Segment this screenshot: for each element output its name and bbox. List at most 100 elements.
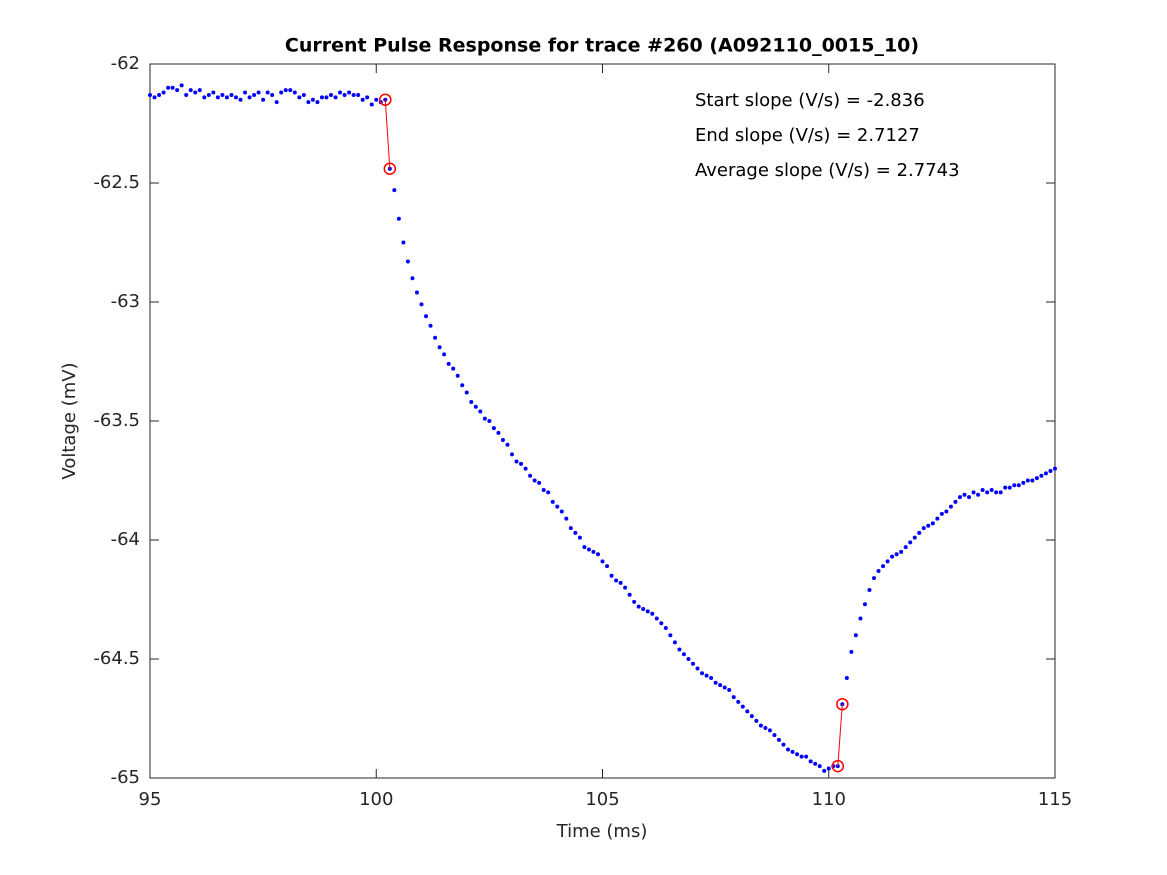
data-point xyxy=(722,685,727,690)
data-point xyxy=(338,90,343,95)
data-point xyxy=(478,409,483,414)
data-point xyxy=(745,709,750,714)
data-point xyxy=(564,516,569,521)
data-point xyxy=(948,504,953,509)
data-point xyxy=(944,509,949,514)
data-point xyxy=(799,754,804,759)
data-point xyxy=(605,564,610,569)
data-point xyxy=(577,535,582,540)
data-point xyxy=(627,592,632,597)
data-point xyxy=(1025,478,1030,483)
data-point xyxy=(853,633,858,638)
data-point xyxy=(437,345,442,350)
data-point xyxy=(301,92,306,97)
marker-circle xyxy=(836,697,849,711)
data-point xyxy=(962,492,967,497)
data-point xyxy=(568,526,573,531)
data-point xyxy=(713,680,718,685)
x-tick-label: 95 xyxy=(139,789,162,810)
data-point xyxy=(424,314,429,319)
data-point xyxy=(758,723,763,728)
data-point xyxy=(274,100,279,105)
data-point xyxy=(170,85,175,90)
data-point xyxy=(1048,468,1053,473)
data-point xyxy=(206,92,211,97)
data-point xyxy=(487,419,492,423)
data-point xyxy=(1007,485,1012,490)
data-point xyxy=(890,554,895,559)
y-tick-label: -62 xyxy=(111,53,140,74)
data-point xyxy=(256,90,261,95)
data-point xyxy=(858,616,863,621)
data-point xyxy=(157,92,162,97)
data-point xyxy=(523,466,528,471)
data-point xyxy=(912,535,917,540)
data-point xyxy=(718,683,723,688)
data-point xyxy=(776,737,781,742)
data-point xyxy=(555,504,560,509)
data-point xyxy=(1021,480,1026,485)
data-point xyxy=(740,704,745,709)
data-point xyxy=(184,92,189,97)
data-point xyxy=(749,714,754,719)
data-point xyxy=(410,276,415,281)
data-point xyxy=(790,749,795,754)
data-point xyxy=(872,576,876,581)
y-axis-label: Voltage (mV) xyxy=(59,362,80,479)
data-point xyxy=(324,95,329,100)
data-point xyxy=(496,430,501,435)
data-point xyxy=(473,404,478,409)
data-point xyxy=(482,416,487,421)
data-point xyxy=(989,488,994,493)
data-point xyxy=(677,647,682,652)
data-point xyxy=(401,240,406,245)
data-point xyxy=(374,97,379,102)
data-point xyxy=(292,90,297,95)
data-point xyxy=(650,611,655,616)
data-point xyxy=(505,442,510,447)
data-point xyxy=(595,552,600,557)
data-point xyxy=(356,92,361,97)
data-point xyxy=(247,95,252,100)
data-point xyxy=(229,92,234,97)
data-point xyxy=(686,657,691,661)
data-point xyxy=(211,90,216,95)
data-point xyxy=(876,568,881,573)
data-point xyxy=(826,766,831,771)
data-point xyxy=(636,604,641,609)
data-point xyxy=(1030,478,1035,483)
data-point xyxy=(885,559,890,564)
annotation: End slope (V/s) = 2.7127 xyxy=(695,125,920,146)
data-point xyxy=(849,649,854,654)
data-point xyxy=(921,526,926,531)
y-tick-label: -64.5 xyxy=(93,648,140,669)
data-point xyxy=(763,726,768,731)
data-point xyxy=(930,521,935,526)
data-point xyxy=(881,564,886,569)
data-point xyxy=(582,545,587,550)
x-tick-label: 115 xyxy=(1038,789,1072,810)
y-tick-label: -63.5 xyxy=(93,410,140,431)
data-point xyxy=(528,473,533,478)
data-point xyxy=(704,673,709,678)
data-point xyxy=(188,88,193,93)
data-point xyxy=(813,761,818,766)
data-point xyxy=(243,90,248,95)
data-point xyxy=(442,352,447,357)
data-point xyxy=(315,100,320,105)
data-point xyxy=(980,488,985,493)
data-point xyxy=(414,290,419,295)
data-point xyxy=(754,718,759,723)
data-point xyxy=(175,88,180,93)
data-point xyxy=(953,499,958,504)
data-point xyxy=(1043,471,1048,476)
data-point xyxy=(491,426,496,431)
data-point xyxy=(279,90,284,95)
data-point xyxy=(926,523,931,528)
annotation: Average slope (V/s) = 2.7743 xyxy=(695,160,960,181)
data-point xyxy=(224,95,229,100)
annotation: Start slope (V/s) = -2.836 xyxy=(695,90,925,111)
data-point xyxy=(265,90,270,95)
data-point xyxy=(663,626,668,631)
data-point xyxy=(804,754,809,759)
